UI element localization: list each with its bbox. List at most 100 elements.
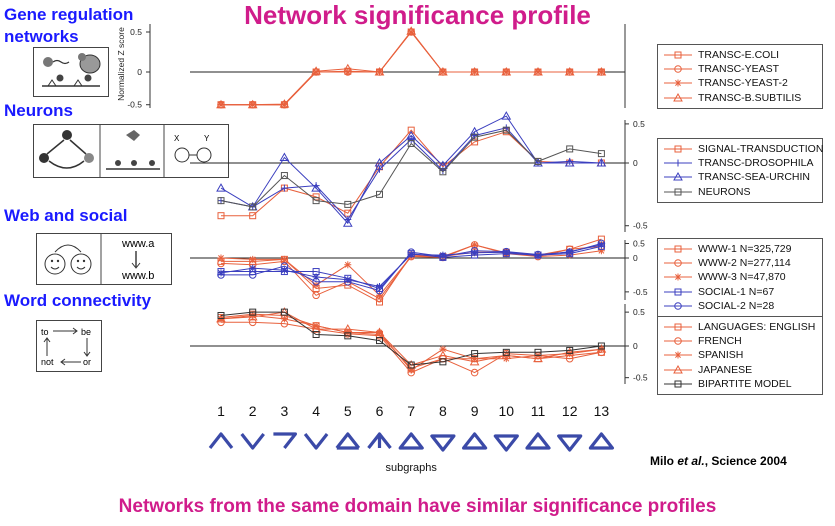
series-3	[217, 242, 605, 292]
data-point	[439, 168, 447, 176]
legend-swatch	[664, 351, 692, 359]
data-point	[374, 66, 385, 76]
y-tick-label: -0.5	[633, 287, 648, 297]
word-connectivity-icon: to be not or	[36, 320, 102, 372]
legend-entry: SOCIAL-2 N=28	[660, 299, 820, 313]
data-point	[280, 266, 288, 274]
legend-swatch	[664, 364, 692, 374]
series-4	[217, 308, 605, 369]
data-point	[597, 342, 605, 350]
data-point	[247, 311, 258, 321]
data-point	[564, 347, 575, 356]
legend-entry: SPANISH	[660, 348, 820, 362]
web-social-icon: www.a www.b	[36, 233, 172, 285]
legend-label: TRANSC-E.COLI	[698, 49, 780, 62]
series-1	[217, 28, 606, 109]
data-point	[280, 172, 288, 180]
data-point	[564, 157, 575, 167]
legend-marker	[674, 380, 682, 388]
legend-entry: JAPANESE	[660, 363, 820, 377]
data-point	[406, 130, 417, 140]
neurons-icon: X Y	[33, 124, 229, 178]
legend-swatch	[664, 259, 692, 268]
data-point	[407, 136, 415, 144]
data-point	[407, 251, 415, 259]
data-point	[566, 145, 574, 153]
series-line	[220, 115, 602, 225]
svg-text:to: to	[41, 327, 49, 337]
svg-text:or: or	[83, 357, 91, 367]
data-point	[502, 348, 510, 356]
data-point	[534, 348, 542, 356]
x-tick-label: 3	[281, 403, 289, 419]
page-title: Network significance profile	[244, 0, 591, 30]
legend-entry: TRANSC-YEAST	[660, 62, 820, 76]
legend-marker	[674, 288, 682, 296]
svg-text:www.a: www.a	[121, 238, 155, 250]
data-point	[566, 248, 574, 256]
legend-entry: FRENCH	[660, 334, 820, 348]
subgraph-motif	[208, 432, 234, 449]
series-line	[221, 31, 602, 106]
data-point	[342, 218, 353, 227]
data-point	[312, 193, 320, 201]
data-point	[534, 252, 542, 260]
data-point	[469, 126, 480, 136]
data-point	[217, 269, 225, 277]
series-line	[220, 311, 602, 366]
subgraph-motif	[398, 432, 424, 450]
data-point	[217, 212, 225, 220]
series-0	[217, 28, 605, 109]
data-point	[280, 308, 288, 316]
x-tick-label: 4	[312, 403, 320, 419]
data-point	[501, 111, 512, 120]
data-point	[407, 361, 415, 369]
series-3	[216, 26, 607, 109]
subgraph-motif	[557, 434, 583, 452]
data-point	[216, 99, 226, 109]
data-point	[376, 165, 383, 173]
data-point	[280, 315, 288, 323]
data-point	[533, 66, 543, 76]
legend-label: WWW-3 N=47,870	[698, 271, 786, 284]
y-tick-label: 0.5	[633, 238, 645, 248]
data-point	[216, 183, 226, 192]
subgraph-motif	[588, 432, 615, 450]
data-point	[279, 152, 290, 162]
x-tick-label: 6	[376, 403, 384, 419]
legend-label: NEURONS	[698, 185, 751, 198]
data-point	[344, 276, 352, 284]
x-tick-label: 10	[499, 403, 515, 419]
y-axis-label: Normalized Z score	[116, 27, 126, 101]
legend-marker	[674, 302, 682, 310]
legend-marker	[674, 323, 682, 331]
y-tick-label: 0.5	[633, 307, 645, 317]
data-point	[311, 66, 321, 75]
svg-text:www.b: www.b	[121, 270, 154, 282]
data-point	[249, 255, 257, 263]
data-point	[249, 308, 257, 316]
legend-entry: WWW-1 N=325,729	[660, 242, 820, 256]
subgraph-motif	[273, 432, 297, 449]
legend-entry: BIPARTITE MODEL	[660, 377, 820, 391]
legend-marker	[674, 351, 682, 359]
data-point	[439, 358, 447, 366]
panel-2: -0.5 0 0.5	[190, 235, 648, 306]
legend-entry: NEURONS	[660, 185, 820, 199]
legend-label: TRANSC-YEAST	[698, 63, 780, 76]
data-point	[534, 157, 542, 165]
data-point	[471, 133, 479, 141]
series-line	[220, 129, 602, 208]
legend-swatch	[664, 288, 692, 296]
series-2	[216, 111, 607, 227]
legend-swatch	[664, 273, 692, 281]
data-point	[217, 197, 225, 205]
series-line	[221, 30, 602, 106]
data-point	[342, 324, 353, 333]
subgraph-motif	[430, 434, 456, 452]
y-tick-label: 0.5	[633, 119, 645, 129]
legend-entry: TRANSC-DROSOPHILA	[660, 156, 820, 170]
data-point	[374, 157, 385, 167]
x-tick-label: 8	[439, 403, 447, 419]
